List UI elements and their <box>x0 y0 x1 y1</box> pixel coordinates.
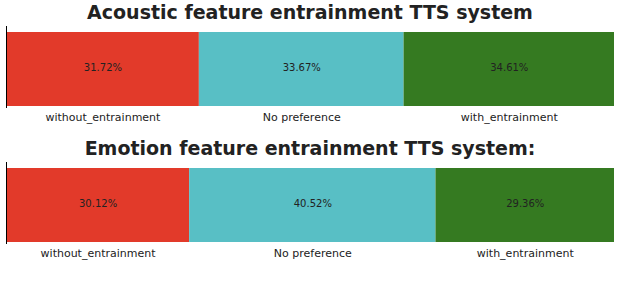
svg-text:31.72%: 31.72% <box>84 62 122 73</box>
svg-text:without_entrainment: without_entrainment <box>41 247 157 260</box>
svg-text:with_entrainment: with_entrainment <box>477 247 575 260</box>
svg-text:30.12%: 30.12% <box>79 198 117 209</box>
svg-text:34.61%: 34.61% <box>490 62 528 73</box>
svg-text:No preference: No preference <box>274 247 352 260</box>
svg-text:40.52%: 40.52% <box>294 198 332 209</box>
html-text:Acoustic feature entrainment T: Acoustic feature entrainment TTS system <box>87 1 533 23</box>
html-text:Emotion feature entrainment TT: Emotion feature entrainment TTS system: <box>84 137 536 159</box>
svg-text:without_entrainment: without_entrainment <box>45 111 161 124</box>
svg-text:with_entrainment: with_entrainment <box>461 111 559 124</box>
svg-text:33.67%: 33.67% <box>283 62 321 73</box>
svg-text:29.36%: 29.36% <box>506 198 544 209</box>
svg-text:No preference: No preference <box>263 111 341 124</box>
